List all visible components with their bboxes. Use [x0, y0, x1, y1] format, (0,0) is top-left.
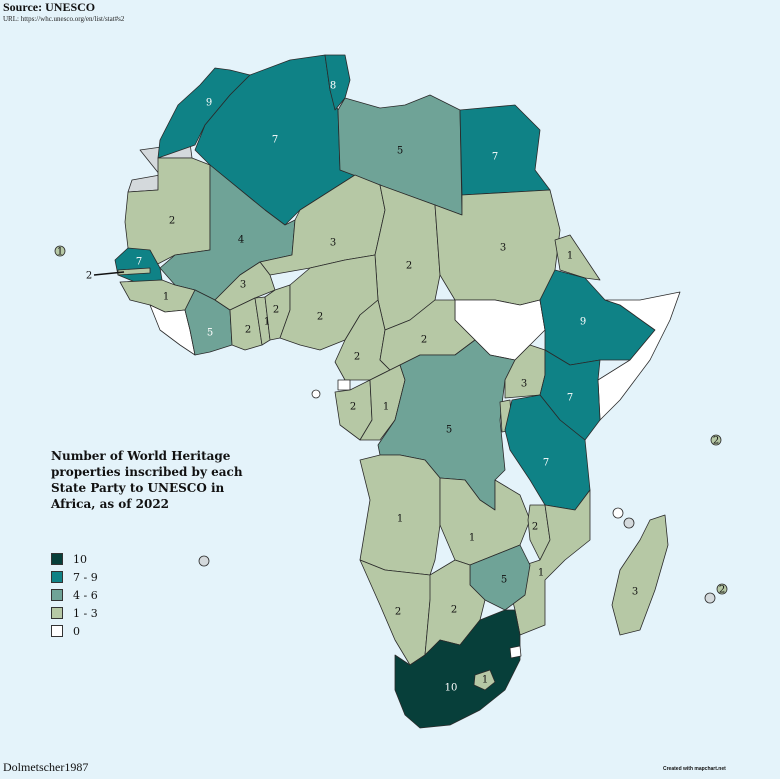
source-title: Source: UNESCO — [3, 0, 96, 14]
label-zimbabwe: 5 — [501, 575, 507, 586]
label-ghana: 2 — [245, 325, 251, 336]
label-south-africa: 10 — [445, 683, 458, 694]
legend-label: 1 - 3 — [73, 606, 98, 620]
legend-item: 1 - 3 — [51, 604, 98, 622]
island-comoros-1[interactable] — [612, 507, 624, 519]
legend-item: 7 - 9 — [51, 568, 98, 586]
country-ghana[interactable] — [229, 297, 263, 351]
label-eritrea: 1 — [567, 251, 573, 262]
label-madagascar: 3 — [632, 587, 638, 598]
country-lesotho[interactable] — [473, 669, 496, 691]
legend-item: 0 — [51, 622, 98, 640]
label-tanzania: 7 — [543, 458, 549, 469]
country-mozambique[interactable] — [509, 489, 591, 636]
island-saint-helena[interactable] — [198, 555, 210, 567]
label-zambia: 1 — [469, 533, 475, 544]
country-somalia[interactable] — [597, 291, 681, 421]
label-sudan: 3 — [500, 243, 506, 254]
legend-swatch — [51, 625, 63, 637]
label-nigeria: 2 — [317, 312, 323, 323]
label-car: 2 — [421, 335, 427, 346]
label-togo: 1 — [264, 317, 270, 328]
country-eswatini[interactable] — [509, 645, 522, 659]
label-cote-divoire: 5 — [207, 328, 213, 339]
label-gabon: 2 — [350, 402, 356, 413]
label-congo: 1 — [383, 402, 389, 413]
label-guinea: 1 — [163, 292, 169, 303]
gambia-pointer — [93, 271, 125, 276]
label-mozambique: 1 — [538, 568, 544, 579]
label-cabo-verde: 1 — [57, 247, 63, 258]
author-credit: Dolmetscher1987 — [3, 760, 89, 774]
label-namibia: 2 — [395, 607, 401, 618]
legend-item: 4 - 6 — [51, 586, 98, 604]
legend-label: 0 — [73, 624, 80, 638]
label-algeria: 7 — [272, 135, 278, 146]
label-mauritius: 2 — [719, 585, 725, 596]
label-niger: 3 — [330, 238, 336, 249]
label-senegal: 7 — [136, 257, 142, 268]
label-mauritania: 2 — [169, 216, 175, 227]
island-mauritius[interactable] — [716, 583, 728, 595]
island-comoros-2[interactable] — [623, 517, 635, 529]
mapchart-credit: Created with mapchart.net — [663, 766, 726, 772]
legend-label: 10 — [73, 552, 87, 566]
label-drc: 5 — [446, 425, 452, 436]
legend-swatch — [51, 607, 63, 619]
legend-swatch — [51, 553, 63, 565]
label-angola: 1 — [397, 514, 403, 525]
country-kenya[interactable] — [539, 349, 601, 441]
country-egypt[interactable] — [459, 104, 551, 196]
legend-item: 10 — [51, 550, 98, 568]
label-seychelles: 2 — [713, 436, 719, 447]
label-tunisia: 8 — [330, 81, 336, 92]
source-url: URL: https://whc.unesco.org/en/list/stat… — [3, 15, 125, 23]
label-uganda: 3 — [521, 379, 527, 390]
country-south-africa[interactable] — [394, 609, 521, 729]
label-malawi: 2 — [532, 522, 538, 533]
country-angola[interactable] — [359, 454, 441, 576]
legend-swatch — [51, 589, 63, 601]
legend: 10 7 - 9 4 - 6 1 - 3 0 — [51, 550, 98, 640]
legend-label: 7 - 9 — [73, 570, 98, 584]
legend-title: Number of World Heritage properties insc… — [51, 449, 243, 511]
label-burkina-faso: 3 — [240, 280, 246, 291]
label-ethiopia: 9 — [580, 317, 586, 328]
label-benin: 2 — [273, 305, 279, 316]
island-reunion[interactable] — [704, 592, 716, 604]
country-eritrea[interactable] — [554, 234, 601, 281]
label-botswana: 2 — [451, 605, 457, 616]
label-mali: 4 — [238, 235, 244, 246]
label-gambia: 2 — [86, 271, 92, 282]
label-egypt: 7 — [492, 152, 498, 163]
label-libya: 5 — [397, 146, 403, 157]
island-sao-tome[interactable] — [311, 389, 321, 399]
legend-swatch — [51, 571, 63, 583]
label-morocco: 9 — [206, 98, 212, 109]
label-chad: 2 — [406, 261, 412, 272]
island-cabo-verde[interactable] — [54, 245, 66, 257]
country-madagascar[interactable] — [611, 514, 669, 636]
label-lesotho: 1 — [482, 675, 488, 686]
label-cameroon: 2 — [354, 352, 360, 363]
country-equatorial-guinea[interactable] — [337, 379, 351, 391]
label-kenya: 7 — [567, 393, 573, 404]
legend-label: 4 - 6 — [73, 588, 98, 602]
island-seychelles[interactable] — [710, 434, 722, 446]
